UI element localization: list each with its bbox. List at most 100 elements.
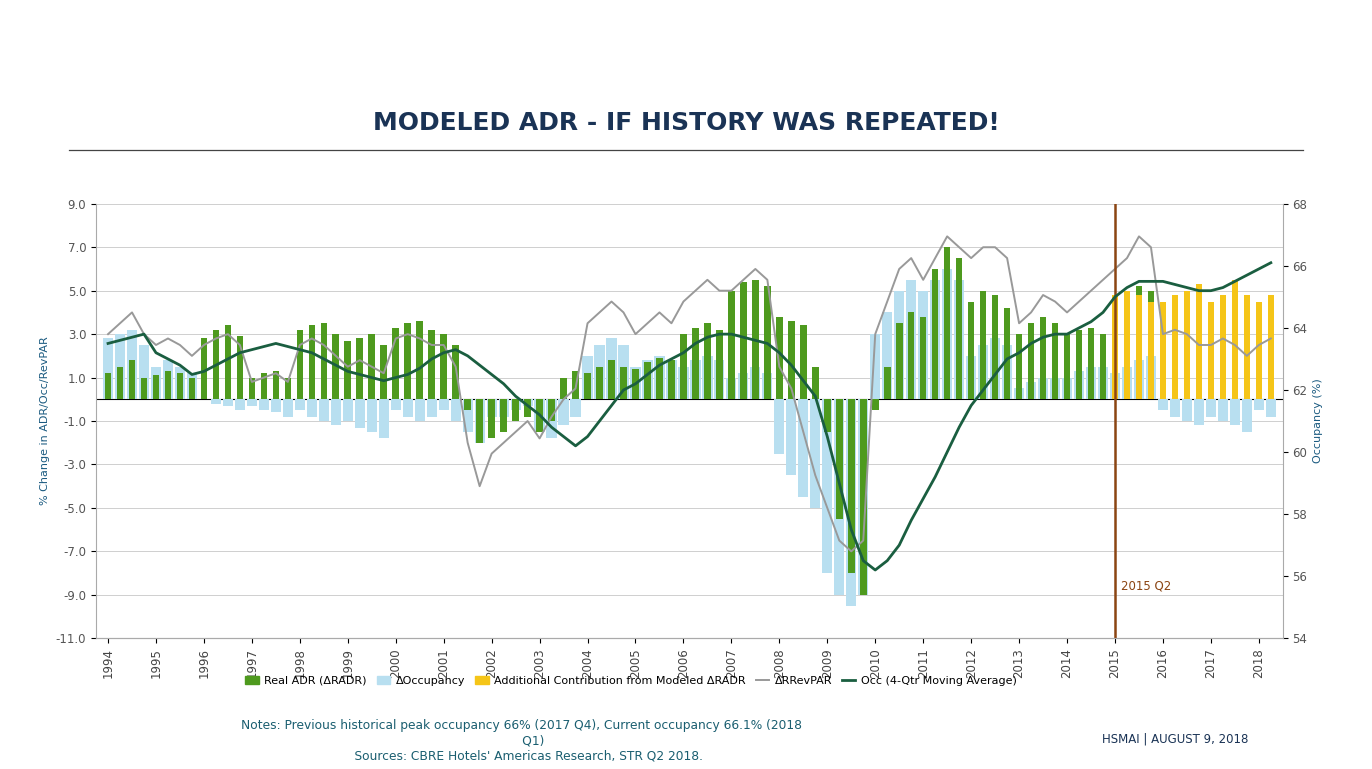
Bar	[1195, 345, 1202, 399]
Bar	[606, 338, 616, 399]
Bar	[788, 321, 794, 399]
Bar	[211, 399, 221, 404]
Bar	[151, 367, 161, 399]
Bar	[992, 295, 999, 399]
Bar	[332, 334, 339, 399]
Bar	[391, 399, 401, 410]
Bar	[678, 367, 689, 399]
Bar	[1181, 399, 1192, 421]
ΔRRevPAR	[1011, 318, 1028, 328]
Bar	[896, 323, 903, 399]
Bar	[309, 325, 316, 399]
Bar	[847, 399, 856, 606]
Bar	[1124, 291, 1131, 399]
Bar	[1255, 301, 1262, 399]
Bar	[571, 399, 580, 417]
Bar	[498, 399, 509, 417]
Bar	[1026, 382, 1036, 399]
Bar	[1158, 399, 1168, 410]
Bar	[1195, 285, 1202, 399]
Bar	[738, 373, 749, 399]
Bar	[1206, 399, 1216, 417]
Bar	[1232, 280, 1238, 399]
Bar	[834, 399, 844, 595]
Bar	[1098, 367, 1109, 399]
Bar	[331, 399, 340, 425]
Bar	[777, 317, 782, 399]
Bar	[654, 356, 664, 399]
Bar	[1076, 330, 1083, 399]
Bar	[822, 399, 833, 573]
Bar	[222, 399, 233, 406]
Bar	[1232, 345, 1238, 399]
Bar	[1002, 345, 1013, 399]
Bar	[1159, 301, 1166, 399]
Bar	[1133, 360, 1144, 399]
Occ (4-Qtr Moving Average)	[831, 478, 848, 488]
Bar	[978, 345, 988, 399]
Bar	[1255, 367, 1262, 399]
Bar	[884, 367, 890, 399]
Bar	[1100, 334, 1106, 399]
ΔRRevPAR	[938, 231, 955, 241]
Bar	[870, 334, 881, 399]
ΔRRevPAR	[842, 547, 859, 556]
Bar	[402, 399, 413, 417]
Bar	[726, 378, 737, 399]
Bar	[980, 291, 986, 399]
Bar	[261, 373, 268, 399]
Bar	[273, 371, 279, 399]
Bar	[848, 399, 855, 573]
Bar	[200, 338, 207, 399]
Bar	[366, 399, 377, 432]
Text: HSMAI | AUGUST 9, 2018: HSMAI | AUGUST 9, 2018	[1102, 732, 1249, 745]
Bar	[283, 399, 294, 417]
Bar	[594, 345, 605, 399]
Bar	[1254, 399, 1264, 410]
Bar	[1039, 378, 1048, 399]
Legend: Real ADR (ΔRADR), ΔOccupancy, Additional Contribution from Modeled ΔRADR, ΔRRevP: Real ADR (ΔRADR), ΔOccupancy, Additional…	[241, 671, 1021, 691]
Bar	[1207, 338, 1214, 399]
Bar	[177, 373, 184, 399]
Bar	[428, 330, 435, 399]
Line: Occ (4-Qtr Moving Average): Occ (4-Qtr Moving Average)	[108, 263, 1270, 570]
Bar	[1062, 378, 1072, 399]
Bar	[858, 399, 868, 595]
Bar	[1266, 399, 1276, 417]
Bar	[1063, 334, 1070, 399]
Occ (4-Qtr Moving Average)	[100, 339, 117, 348]
Bar	[343, 399, 353, 421]
Bar	[954, 280, 965, 399]
Bar	[475, 399, 484, 443]
Bar	[103, 338, 113, 399]
Bar	[1088, 328, 1095, 399]
Bar	[895, 291, 904, 399]
Bar	[908, 312, 915, 399]
Bar	[642, 360, 653, 399]
Bar	[1268, 345, 1275, 399]
Occ (4-Qtr Moving Average)	[196, 367, 213, 376]
Bar	[187, 373, 198, 399]
Bar	[141, 378, 147, 399]
Bar	[1050, 378, 1061, 399]
Bar	[584, 373, 591, 399]
Bar	[860, 399, 867, 595]
Bar	[117, 367, 123, 399]
Bar	[930, 280, 940, 399]
Bar	[247, 399, 257, 406]
Bar	[318, 399, 329, 421]
Bar	[750, 367, 760, 399]
Bar	[450, 399, 461, 421]
Bar	[619, 345, 628, 399]
Bar	[295, 399, 305, 410]
Bar	[752, 280, 759, 399]
Bar	[1172, 334, 1179, 399]
Occ (4-Qtr Moving Average)	[1262, 258, 1279, 268]
Bar	[630, 367, 641, 399]
Bar	[464, 399, 471, 410]
Bar	[632, 369, 639, 399]
Bar	[583, 356, 593, 399]
Bar	[774, 399, 785, 454]
Bar	[1004, 308, 1010, 399]
Bar	[439, 399, 449, 410]
